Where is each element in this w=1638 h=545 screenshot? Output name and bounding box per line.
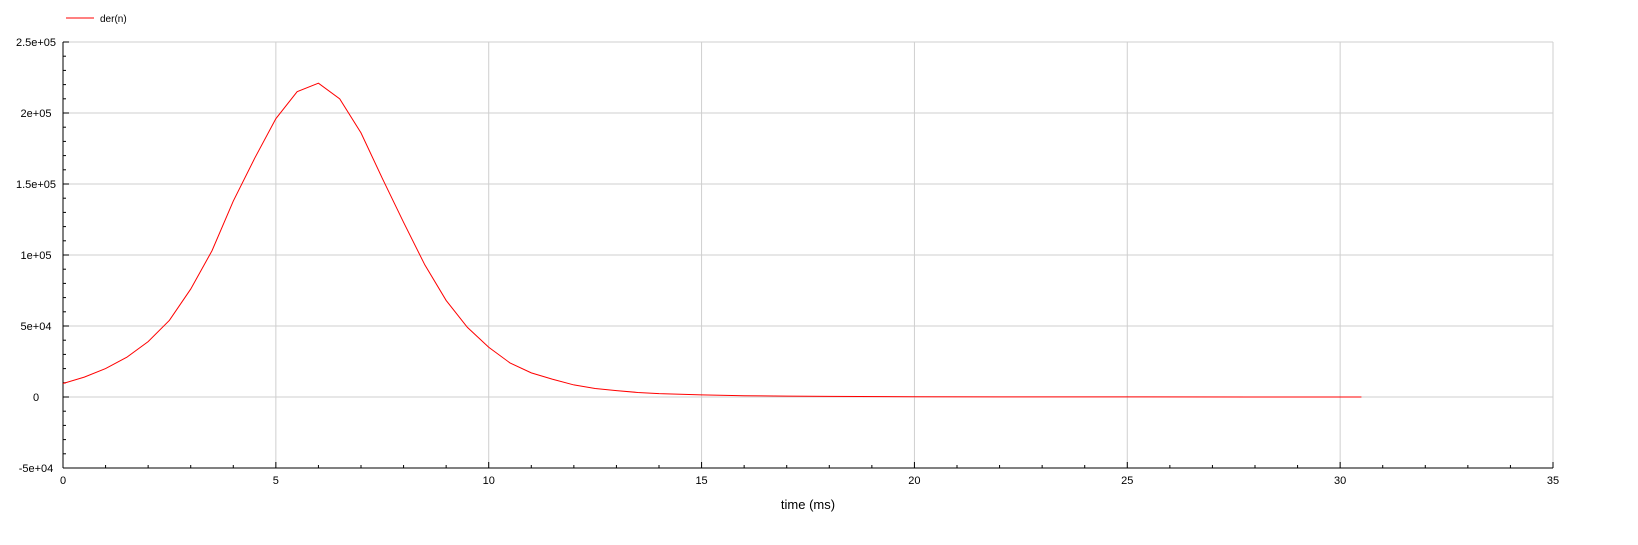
x-tick-label: 25 — [1121, 475, 1133, 487]
series-line-0 — [62, 82, 1362, 398]
legend: der(n) — [66, 14, 127, 25]
tick-marks — [62, 41, 1554, 469]
x-tick-label: 15 — [695, 475, 707, 487]
y-tick-label: 2e+05 — [21, 108, 52, 120]
x-tick-label: 5 — [273, 475, 279, 487]
x-tick-label: 10 — [483, 475, 495, 487]
legend-label: der(n) — [100, 14, 127, 25]
x-tick-label: 0 — [60, 475, 66, 487]
y-tick-label: 5e+04 — [21, 321, 52, 333]
tick-labels: 0 5 10 15 20 25 30 35 -5e+04 0 5e+04 1e+05 1.5e+05 2e… — [16, 37, 1559, 487]
y-tick-label: -5e+04 — [19, 463, 54, 475]
y-tick-label: 2.5e+05 — [16, 37, 56, 49]
x-tick-label: 30 — [1334, 475, 1346, 487]
x-axis-label: time (ms) — [781, 497, 835, 512]
x-tick-label: 20 — [908, 475, 920, 487]
series-lines — [62, 82, 1362, 398]
x-tick-label: 35 — [1547, 475, 1559, 487]
y-tick-label: 1.5e+05 — [16, 179, 56, 191]
y-tick-label: 0 — [33, 392, 39, 404]
y-tick-label: 1e+05 — [21, 250, 52, 262]
